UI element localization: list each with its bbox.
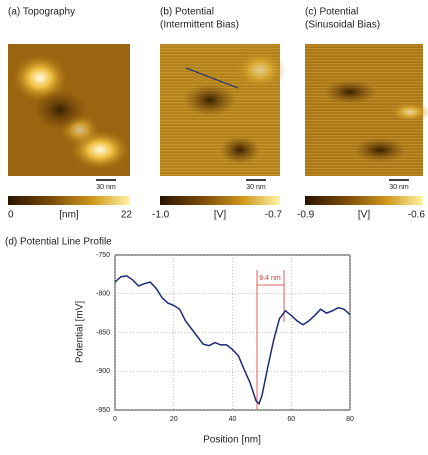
y-tick-label: -950 bbox=[96, 407, 110, 414]
colorbar-max: -0.6 bbox=[408, 210, 426, 221]
y-tick-label: -850 bbox=[96, 329, 110, 336]
scale-bar-label: 30 nm bbox=[96, 184, 116, 191]
topography-image bbox=[8, 44, 130, 176]
x-tick-label: 0 bbox=[113, 416, 117, 423]
annotation bbox=[256, 270, 285, 410]
panel-title: (c) Potential bbox=[305, 7, 358, 18]
y-tick-label: -750 bbox=[96, 252, 110, 259]
potential-image-c bbox=[305, 44, 428, 176]
x-tick-label: 80 bbox=[346, 416, 354, 423]
colorbar-max: -0.7 bbox=[265, 210, 283, 221]
annotation-label: 9.4 nm bbox=[259, 275, 281, 282]
y-tick-label: -900 bbox=[96, 368, 110, 375]
panel-title: (a) Topography bbox=[8, 7, 75, 18]
colorbar-max: 22 bbox=[121, 210, 133, 221]
x-tick-label: 20 bbox=[170, 416, 178, 423]
chart-title: (d) Potential Line Profile bbox=[5, 237, 112, 248]
scale-bar-label: 30 nm bbox=[246, 184, 266, 191]
colorbar-min: -1.0 bbox=[152, 210, 170, 221]
colorbar bbox=[8, 196, 130, 205]
scale-bar-label: 30 nm bbox=[389, 184, 409, 191]
colorbar-min: 0 bbox=[8, 210, 14, 221]
colorbar-unit: [nm] bbox=[59, 210, 79, 221]
colorbar-min: -0.9 bbox=[297, 210, 315, 221]
x-axis-label: Position [nm] bbox=[203, 435, 261, 446]
x-tick-label: 40 bbox=[229, 416, 237, 423]
colorbar bbox=[160, 196, 280, 205]
panel-title: (b) Potential bbox=[160, 7, 214, 18]
colorbar-unit: [V] bbox=[358, 210, 370, 221]
colorbar bbox=[305, 196, 423, 205]
colorbar-unit: [V] bbox=[214, 210, 226, 221]
data-line bbox=[114, 275, 351, 406]
y-axis-label: Potential [mV] bbox=[75, 301, 86, 363]
y-tick-label: -800 bbox=[96, 291, 110, 298]
x-tick-label: 60 bbox=[287, 416, 295, 423]
panel-title: (Sinusoidal Bias) bbox=[305, 20, 380, 31]
panel-title: (Intermittent Bias) bbox=[160, 20, 239, 31]
potential-image-b bbox=[160, 44, 286, 176]
